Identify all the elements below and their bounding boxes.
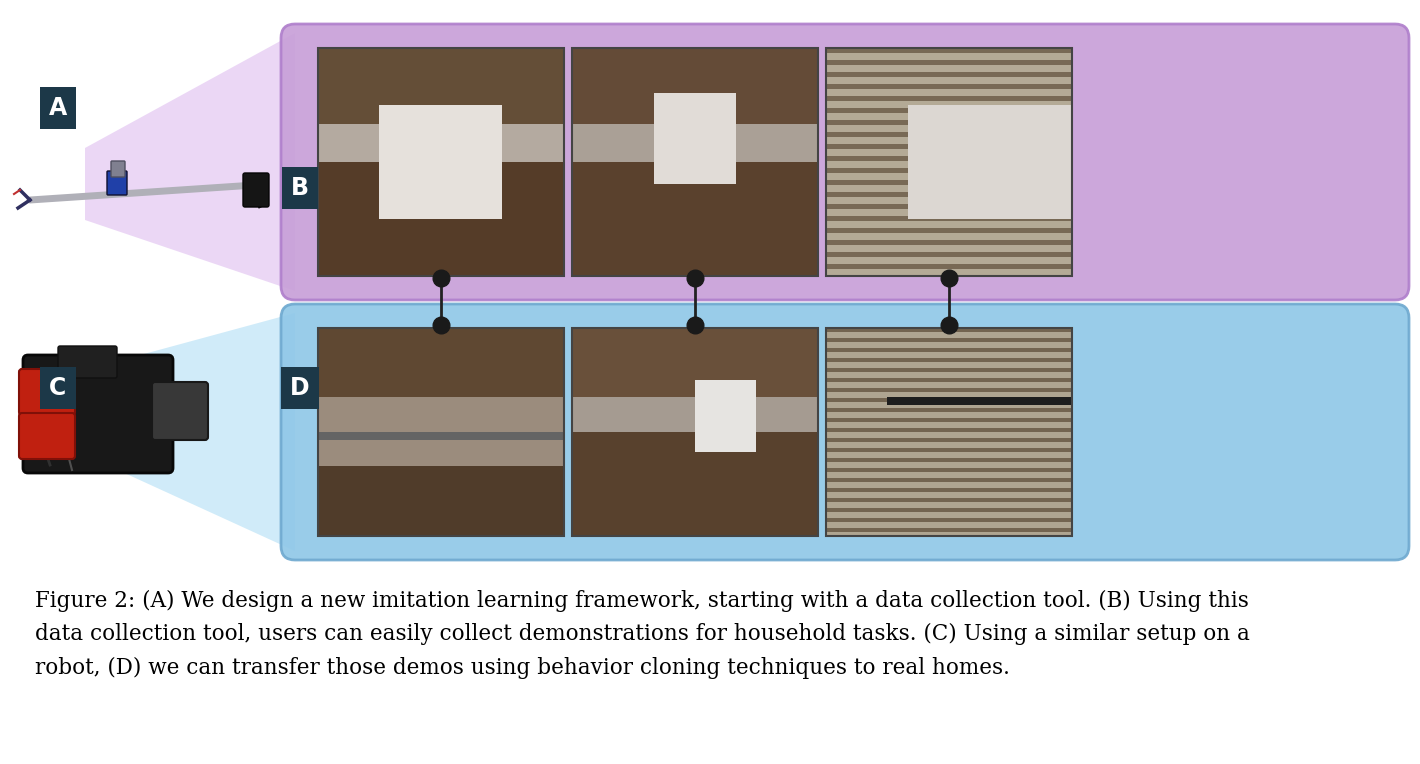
Bar	[826, 48, 1072, 276]
Polygon shape	[85, 33, 295, 291]
FancyBboxPatch shape	[281, 304, 1409, 560]
FancyBboxPatch shape	[106, 171, 126, 195]
Polygon shape	[85, 313, 295, 551]
Text: D: D	[290, 376, 310, 400]
FancyBboxPatch shape	[281, 24, 1409, 300]
Bar	[572, 328, 818, 536]
FancyBboxPatch shape	[23, 355, 173, 473]
Bar	[318, 328, 564, 536]
Text: A: A	[48, 96, 67, 120]
FancyBboxPatch shape	[111, 161, 125, 177]
FancyBboxPatch shape	[18, 413, 75, 459]
FancyBboxPatch shape	[18, 369, 75, 415]
Text: C: C	[50, 376, 67, 400]
FancyBboxPatch shape	[243, 173, 268, 207]
FancyBboxPatch shape	[58, 346, 116, 378]
Bar	[826, 328, 1072, 536]
Bar	[318, 48, 564, 276]
Bar	[572, 48, 818, 276]
Text: B: B	[291, 176, 310, 200]
FancyBboxPatch shape	[152, 382, 207, 440]
Text: Figure 2: (A) We design a new imitation learning framework, starting with a data: Figure 2: (A) We design a new imitation …	[36, 590, 1250, 678]
